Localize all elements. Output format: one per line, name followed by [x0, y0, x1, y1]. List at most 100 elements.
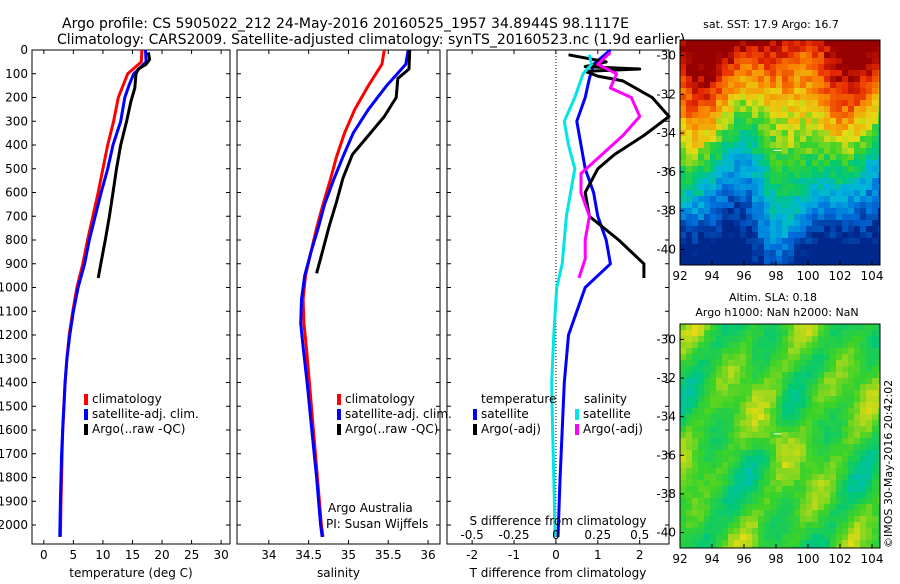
map-cell: [872, 480, 878, 486]
map-cell: [836, 46, 842, 52]
map-cell: [752, 238, 758, 244]
legend-swatch-0: [337, 394, 341, 405]
map-cell: [878, 492, 880, 498]
map-cell: [824, 498, 830, 504]
map-cell: [866, 154, 872, 160]
map-cell: [788, 190, 794, 196]
map-cell: [758, 136, 764, 142]
map-cell: [830, 348, 836, 354]
map-cell: [848, 528, 854, 534]
map-cell: [872, 196, 878, 202]
map-cell: [782, 172, 788, 178]
map-cell: [764, 100, 770, 106]
map-cell: [794, 462, 800, 468]
map-cell: [728, 522, 734, 528]
map-cell: [848, 486, 854, 492]
map-cell: [854, 70, 860, 76]
map-cell: [734, 504, 740, 510]
map-cell: [812, 148, 818, 154]
map-cell: [842, 172, 848, 178]
map-cell: [704, 142, 710, 148]
map-cell: [800, 244, 806, 250]
map-cell: [764, 64, 770, 70]
map-cell: [740, 324, 746, 330]
map-cell: [728, 384, 734, 390]
map-cell: [776, 250, 782, 256]
map-cell: [704, 136, 710, 142]
map-cell: [788, 462, 794, 468]
map-cell: [818, 438, 824, 444]
map-cell: [830, 244, 836, 250]
map-cell: [800, 142, 806, 148]
map-cell: [740, 130, 746, 136]
map-cell: [854, 100, 860, 106]
map-cell: [800, 348, 806, 354]
map-cell: [830, 456, 836, 462]
map-cell: [746, 360, 752, 366]
map-cell: [698, 504, 704, 510]
map-cell: [722, 486, 728, 492]
map-cell: [704, 330, 710, 336]
map-cell: [758, 372, 764, 378]
map-cell: [758, 130, 764, 136]
map-cell: [800, 232, 806, 238]
map-cell: [722, 88, 728, 94]
y-tick-label: 1000: [0, 281, 28, 295]
map-cell: [758, 118, 764, 124]
map-cell: [800, 336, 806, 342]
map-cell: [758, 498, 764, 504]
map-cell: [824, 540, 830, 546]
map-cell: [734, 214, 740, 220]
map-cell: [812, 462, 818, 468]
map-cell: [740, 136, 746, 142]
map-cell: [860, 124, 866, 130]
map-cell: [686, 330, 692, 336]
map-cell: [872, 444, 878, 450]
map-cell: [704, 112, 710, 118]
map-cell: [722, 372, 728, 378]
map-cell: [830, 438, 836, 444]
map-cell: [764, 130, 770, 136]
map-cell: [770, 366, 776, 372]
map-cell: [782, 474, 788, 480]
map-cell: [782, 324, 788, 330]
map-cell: [848, 384, 854, 390]
map-cell: [740, 238, 746, 244]
map-cell: [800, 52, 806, 58]
map-cell: [710, 136, 716, 142]
map-cell: [782, 522, 788, 528]
map-cell: [836, 366, 842, 372]
y-tick-label: 1400: [0, 376, 28, 390]
map-cell: [818, 390, 824, 396]
map-cell: [704, 82, 710, 88]
map-cell: [830, 46, 836, 52]
map-cell: [680, 480, 686, 486]
map-cell: [818, 426, 824, 432]
map-cell: [686, 52, 692, 58]
map-cell: [824, 232, 830, 238]
map-cell: [710, 112, 716, 118]
map-cell: [836, 420, 842, 426]
map-cell: [794, 190, 800, 196]
map-cell: [878, 504, 880, 510]
map-cell: [776, 330, 782, 336]
map-cell: [758, 534, 764, 540]
map-cell: [722, 136, 728, 142]
map-cell: [782, 70, 788, 76]
map-cell: [806, 330, 812, 336]
map-cell: [764, 486, 770, 492]
map-cell: [806, 184, 812, 190]
map-cell: [734, 40, 740, 46]
map-cell: [722, 366, 728, 372]
map-cell: [710, 456, 716, 462]
map-cell: [836, 100, 842, 106]
map-cell: [836, 136, 842, 142]
map-cell: [866, 486, 872, 492]
map-cell: [758, 390, 764, 396]
map-cell: [842, 64, 848, 70]
map-cell: [824, 336, 830, 342]
map-cell: [752, 202, 758, 208]
map-cell: [686, 336, 692, 342]
x-tick-label: 1: [594, 548, 602, 562]
